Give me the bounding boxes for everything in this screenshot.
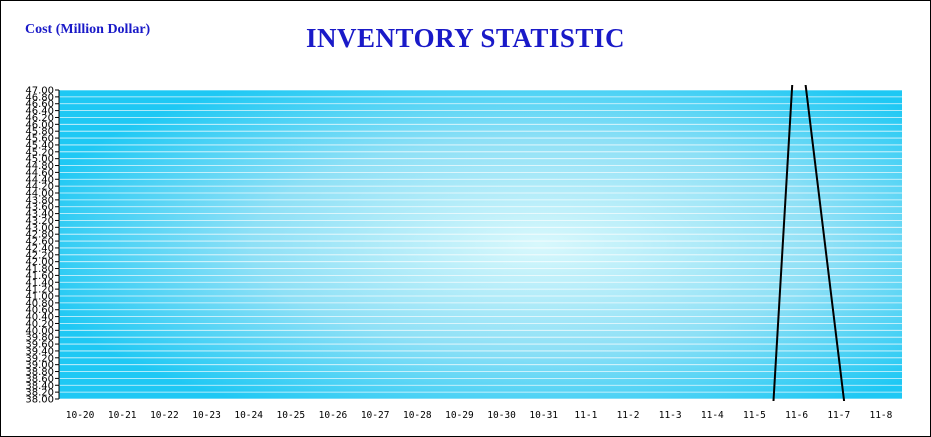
y-tick-label: 41.60 <box>25 271 54 282</box>
x-tick-label: 10-29 <box>445 410 474 421</box>
x-tick-label: 10-28 <box>403 410 432 421</box>
y-tick-label: 42.20 <box>25 250 54 261</box>
y-tick-label: 43.00 <box>25 223 54 234</box>
y-tick-label: 46.80 <box>25 92 54 103</box>
x-tick-label: 11-4 <box>701 410 724 421</box>
y-tick-label: 46.00 <box>25 120 54 131</box>
y-tick-label: 40.40 <box>25 312 54 323</box>
y-tick-label: 39.00 <box>25 360 54 371</box>
y-tick-label: 46.20 <box>25 113 54 124</box>
x-tick-label: 11-5 <box>743 410 766 421</box>
y-tick-label: 46.40 <box>25 106 54 117</box>
y-tick-label: 45.00 <box>25 154 54 165</box>
y-tick-label: 42.40 <box>25 243 54 254</box>
x-tick-label: 10-30 <box>487 410 516 421</box>
y-tick-label: 40.80 <box>25 298 54 309</box>
grid-lines <box>59 89 902 400</box>
y-tick-label: 43.60 <box>25 202 54 213</box>
y-tick-label: 38.00 <box>25 395 54 406</box>
series-lines <box>772 85 846 401</box>
y-tick-label: 40.00 <box>25 326 54 337</box>
y-tick-label: 39.80 <box>25 333 54 344</box>
y-tick-label: 44.60 <box>25 168 54 179</box>
y-tick-label: 46.60 <box>25 99 54 110</box>
chart-title: INVENTORY STATISTIC <box>306 23 625 53</box>
x-tick-label: 10-20 <box>66 410 95 421</box>
x-tick-label: 11-8 <box>869 410 892 421</box>
y-tick-label: 38.80 <box>25 367 54 378</box>
x-tick-label: 10-31 <box>529 410 558 421</box>
y-tick-label: 38.20 <box>25 388 54 399</box>
y-tick-label: 45.20 <box>25 147 54 158</box>
x-tick-label: 10-25 <box>277 410 306 421</box>
y-tick-label: 39.60 <box>25 340 54 351</box>
y-tick-label: 39.40 <box>25 346 54 357</box>
y-tick-label: 44.80 <box>25 161 54 172</box>
y-tick-label: 42.80 <box>25 230 54 241</box>
x-tick-label: 11-6 <box>785 410 808 421</box>
y-tick-label: 41.40 <box>25 278 54 289</box>
x-tick-label: 10-27 <box>361 410 390 421</box>
x-tick-label: 10-22 <box>150 410 179 421</box>
y-tick-label: 45.80 <box>25 127 54 138</box>
y-tick-label: 40.60 <box>25 305 54 316</box>
x-tick-label: 11-3 <box>659 410 682 421</box>
y-tick-label: 38.40 <box>25 381 54 392</box>
y-tick-label: 44.00 <box>25 189 54 200</box>
y-axis-label: Cost (Million Dollar) <box>25 22 151 37</box>
y-tick-label: 45.40 <box>25 140 54 151</box>
y-tick-label: 43.40 <box>25 209 54 220</box>
x-tick-label: 10-23 <box>192 410 221 421</box>
y-tick-label: 43.80 <box>25 195 54 206</box>
series-line <box>772 85 846 401</box>
y-tick-label: 47.00 <box>25 86 54 97</box>
x-axis: 10-20 10-21 10-22 10-23 10-24 10-25 10-26 10-27… <box>66 410 893 421</box>
y-tick-label: 41.00 <box>25 292 54 303</box>
x-tick-label: 11-1 <box>574 410 597 421</box>
y-tick-label: 40.20 <box>25 319 54 330</box>
y-tick-label: 39.20 <box>25 353 54 364</box>
x-tick-label: 11-2 <box>617 410 640 421</box>
x-tick-label: 10-26 <box>319 410 348 421</box>
x-tick-label: 10-21 <box>108 410 137 421</box>
y-tick-label: 38.60 <box>25 374 54 385</box>
y-tick-label: 44.40 <box>25 175 54 186</box>
y-tick-label: 42.00 <box>25 257 54 268</box>
x-tick-label: 11-7 <box>827 410 850 421</box>
plot-area <box>59 90 902 399</box>
y-tick-label: 45.60 <box>25 134 54 145</box>
y-axis: 38.0038.2038.4038.6038.8039.0039.2039.40… <box>25 86 60 406</box>
y-tick-label: 43.20 <box>25 216 54 227</box>
y-tick-label: 44.20 <box>25 182 54 193</box>
y-tick-label: 41.80 <box>25 264 54 275</box>
x-tick-label: 10-24 <box>234 410 263 421</box>
y-tick-label: 42.60 <box>25 237 54 248</box>
y-tick-label: 41.20 <box>25 285 54 296</box>
